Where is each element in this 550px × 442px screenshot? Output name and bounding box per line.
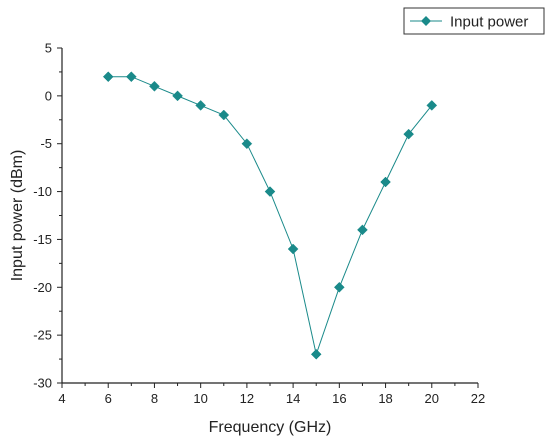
y-tick-label: -5 xyxy=(40,136,52,151)
data-point xyxy=(403,128,415,140)
legend-marker-diamond xyxy=(421,16,431,26)
data-point xyxy=(287,243,299,255)
ticks: 4 6 8 10 12 14 16 18 20 22 5 0 -5 -10 -15 -20 -25 -30 xyxy=(33,41,485,407)
data-point xyxy=(102,71,114,83)
data-point xyxy=(218,109,230,121)
series-layer xyxy=(102,71,438,360)
x-tick-label: 18 xyxy=(378,391,392,406)
x-tick-label: 6 xyxy=(105,391,112,406)
y-tick-label: -10 xyxy=(33,184,52,199)
y-tick-label: -25 xyxy=(33,328,52,343)
x-tick-label: 12 xyxy=(240,391,254,406)
x-tick-label: 8 xyxy=(151,391,158,406)
y-tick-label: -30 xyxy=(33,376,52,391)
data-point xyxy=(380,176,391,188)
legend-label: Input power xyxy=(450,14,528,31)
data-point xyxy=(426,100,438,111)
y-tick-label: -15 xyxy=(33,232,52,247)
axes xyxy=(61,48,478,384)
x-tick-label: 20 xyxy=(425,391,439,406)
y-axis-title: Input power (dBm) xyxy=(9,150,26,282)
data-point xyxy=(241,138,253,150)
y-tick-label: 0 xyxy=(45,88,52,103)
data-point xyxy=(357,224,368,236)
x-tick-label: 22 xyxy=(471,391,485,406)
series-line xyxy=(108,76,433,357)
data-point xyxy=(264,186,276,197)
data-point xyxy=(125,71,137,83)
data-point xyxy=(195,100,207,111)
y-tick-label: -20 xyxy=(33,280,52,295)
y-tick-label: 5 xyxy=(45,41,52,56)
data-point xyxy=(333,281,345,293)
x-tick-label: 10 xyxy=(193,391,207,406)
data-point xyxy=(310,348,322,360)
x-axis-title: Frequency (GHz) xyxy=(209,419,332,436)
x-tick-label: 14 xyxy=(286,391,300,406)
x-tick-label: 4 xyxy=(58,391,65,406)
data-point xyxy=(172,90,183,102)
data-point xyxy=(149,80,160,92)
x-tick-label: 16 xyxy=(332,391,346,406)
legend: Input power xyxy=(403,7,545,35)
